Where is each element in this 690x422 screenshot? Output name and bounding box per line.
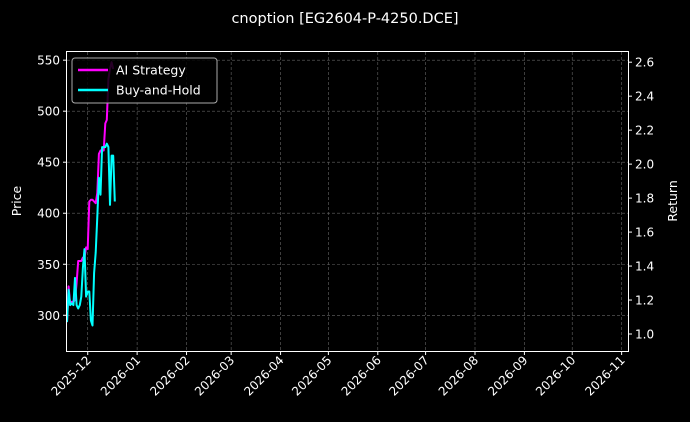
series-line-2 (66, 142, 116, 327)
right-axis: 1.0 1.2 1.4 1.6 1.8 2.0 2.2 2.4 2.6 (628, 56, 654, 342)
legend: AI Strategy Buy-and-Hold (71, 57, 218, 104)
series-lines (66, 61, 116, 327)
left-axis: 300 350 400 450 500 550 (37, 54, 67, 323)
y-tick-label: 450 (37, 156, 60, 170)
y2-tick-label: 2.0 (635, 158, 654, 172)
y2-tick-label: 2.6 (635, 56, 654, 70)
legend-label: AI Strategy (116, 63, 186, 78)
y2-tick-label: 1.2 (635, 294, 654, 308)
y2-tick-label: 1.4 (635, 260, 654, 274)
y2-tick-label: 1.6 (635, 226, 654, 240)
legend-label: Buy-and-Hold (116, 83, 201, 98)
chart-title: cnoption [EG2604-P-4250.DCE] (231, 11, 458, 27)
series-line-1 (66, 61, 115, 323)
y-axis-label: Price (9, 185, 24, 216)
y2-tick-label: 2.2 (635, 124, 654, 138)
y2-tick-label: 2.4 (635, 90, 654, 104)
legend-box (71, 57, 218, 104)
y-tick-label: 350 (37, 258, 60, 272)
grid (67, 52, 628, 351)
y-tick-label: 400 (37, 207, 60, 221)
y2-axis-label: Return (665, 180, 680, 221)
y-tick-label: 500 (37, 105, 60, 119)
y2-tick-label: 1.8 (635, 192, 654, 206)
y-tick-label: 550 (37, 54, 60, 68)
y2-tick-label: 1.0 (635, 328, 654, 342)
y-tick-label: 300 (37, 309, 60, 323)
plot-frame (66, 51, 629, 352)
